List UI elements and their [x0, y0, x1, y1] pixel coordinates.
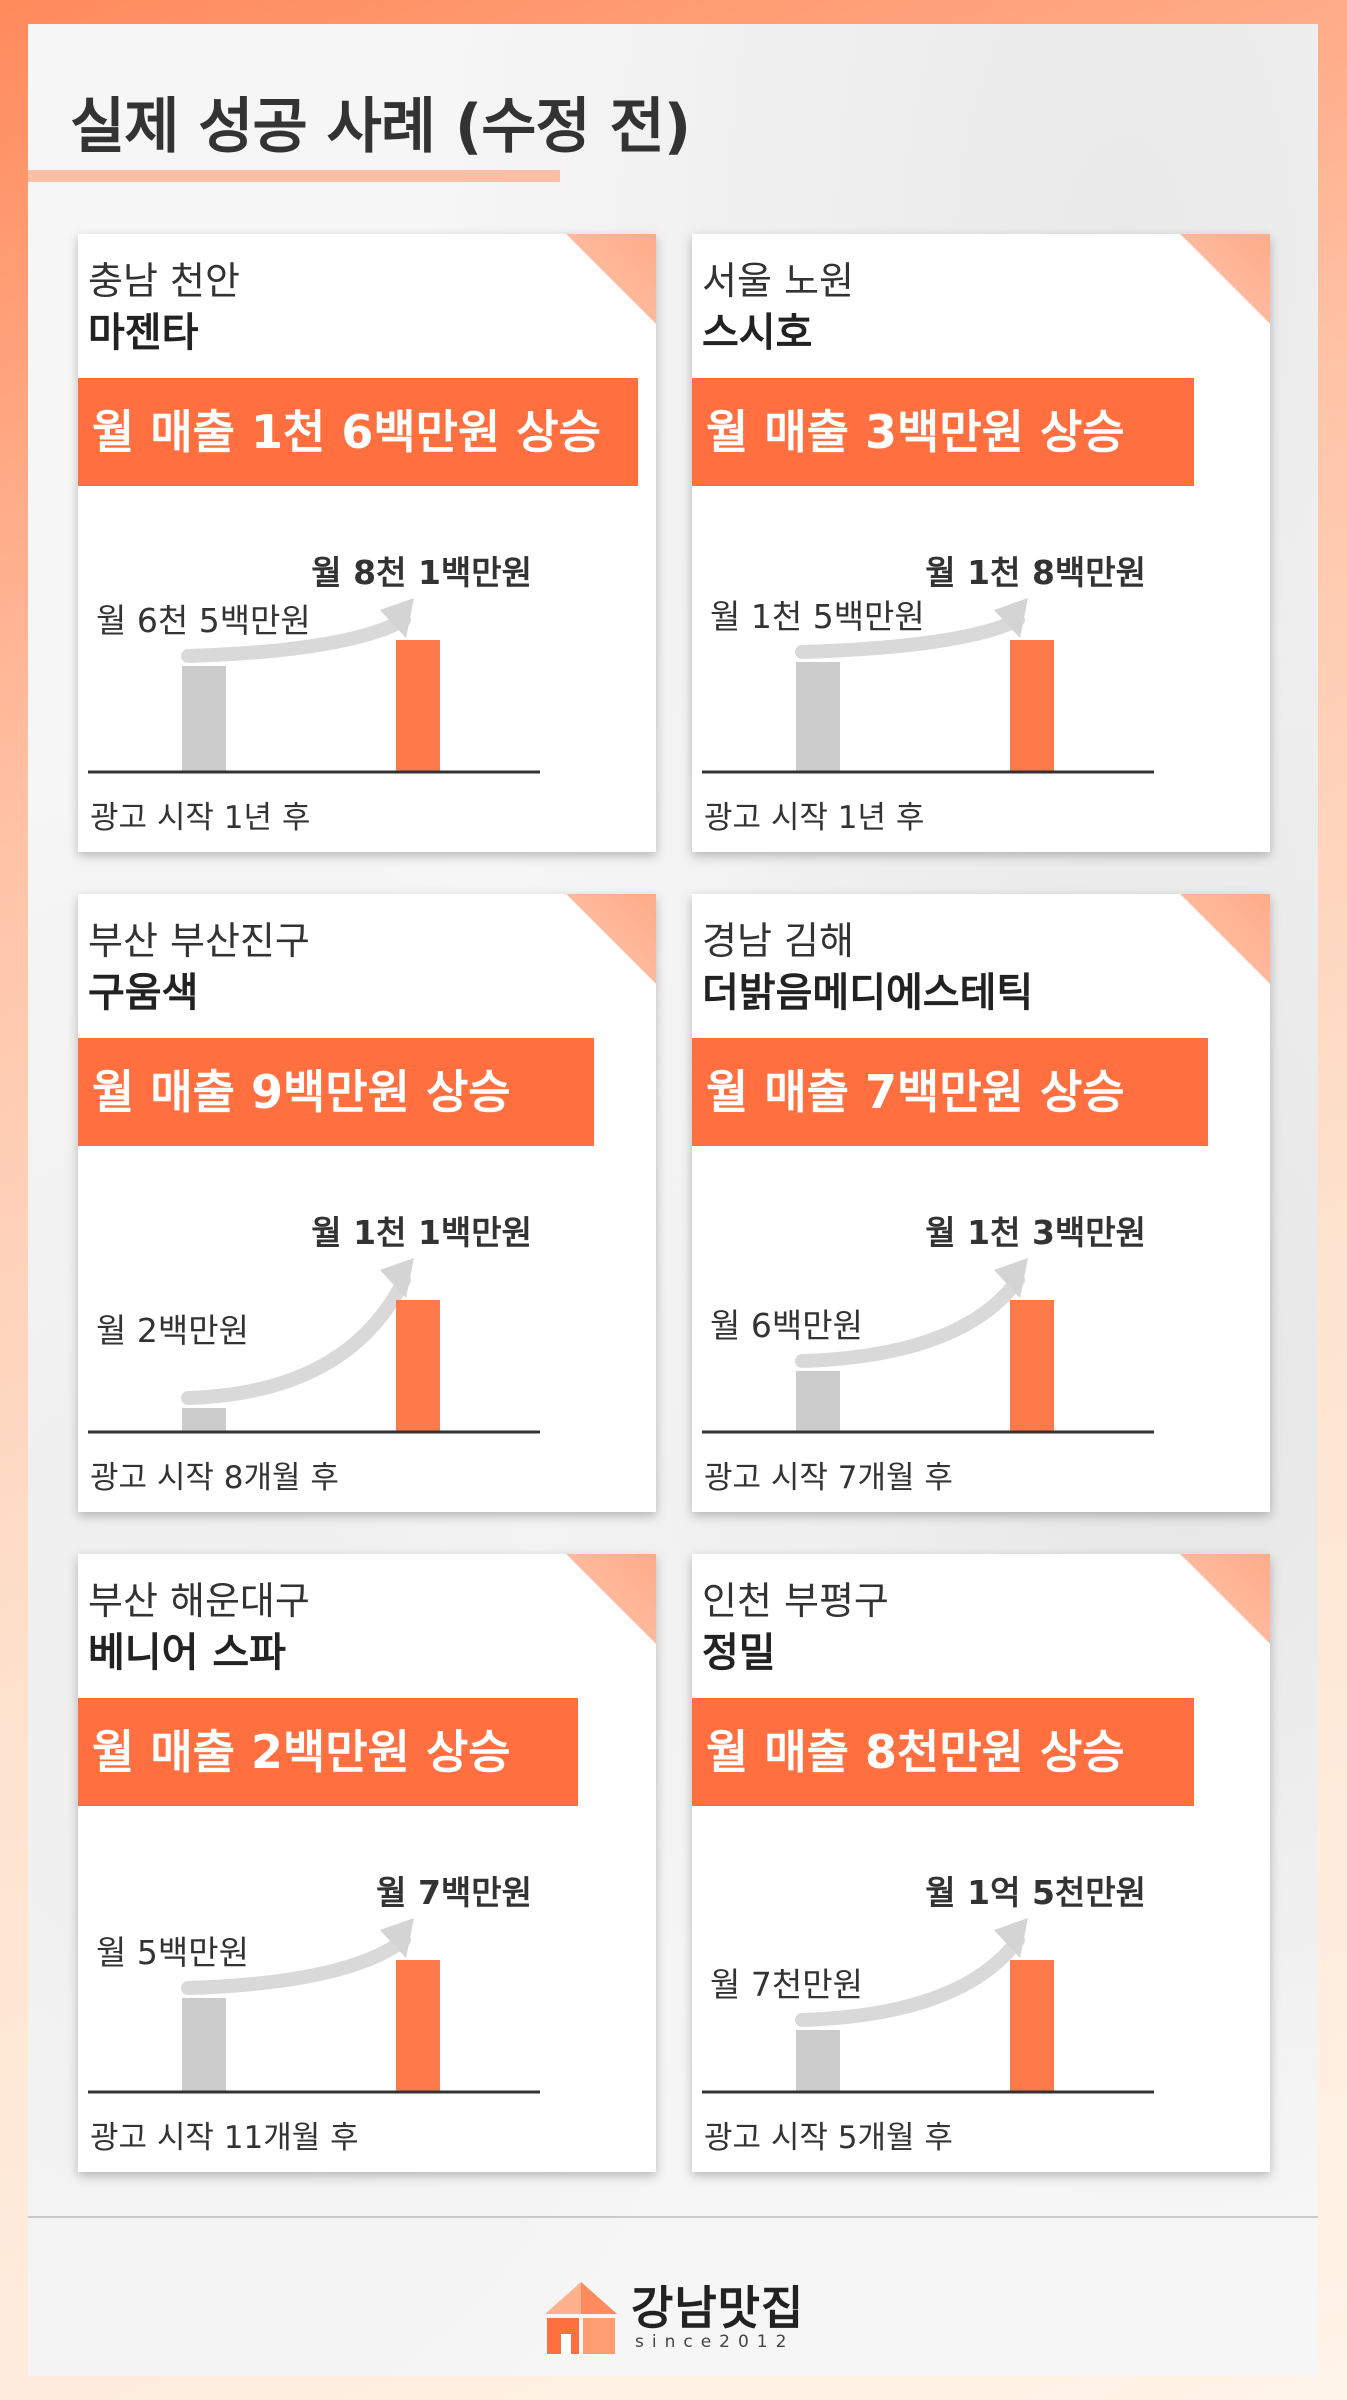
- before-revenue-label: 월 6백만원: [710, 1306, 863, 1345]
- after-bar: [1010, 1300, 1054, 1432]
- case-business-name: 구움색: [88, 970, 199, 1016]
- case-business-name: 정밀: [702, 1630, 776, 1676]
- ad-period-label: 광고 시작 7개월 후: [704, 1460, 953, 1496]
- brand-name: 강남맛집: [631, 2281, 805, 2335]
- corner-ribbon: [1180, 894, 1270, 984]
- before-bar: [182, 1998, 226, 2092]
- ad-period-label: 광고 시작 5개월 후: [704, 2120, 953, 2156]
- growth-arrow: [181, 613, 411, 663]
- case-location: 경남 김해: [702, 919, 854, 963]
- before-bar: [796, 1371, 840, 1432]
- ad-period-label: 광고 시작 1년 후: [90, 800, 311, 836]
- corner-ribbon: [566, 1554, 656, 1644]
- after-bar: [396, 1300, 440, 1432]
- ad-period-label: 광고 시작 11개월 후: [90, 2120, 359, 2156]
- growth-arrow: [181, 1933, 411, 1995]
- before-revenue-label: 월 2백만원: [96, 1311, 249, 1350]
- revenue-increase-banner: 월 매출 7백만원 상승: [692, 1038, 1208, 1146]
- case-location: 충남 천안: [88, 259, 240, 303]
- ad-period-label: 광고 시작 1년 후: [704, 800, 925, 836]
- after-bar: [396, 1960, 440, 2092]
- growth-arrow: [795, 1273, 1025, 1368]
- case-location: 서울 노원: [702, 259, 854, 303]
- growth-arrow-head: [380, 1258, 414, 1298]
- case-business-name: 더밝음메디에스테틱: [702, 970, 1034, 1016]
- before-revenue-label: 월 7천만원: [710, 1965, 863, 2004]
- before-revenue-label: 월 1천 5백만원: [710, 597, 925, 636]
- case-card: 충남 천안 마젠타 월 매출 1천 6백만원 상승 월 6천 5백만원 월 8천 1백만…: [78, 234, 656, 852]
- case-business-name: 마젠타: [88, 310, 199, 356]
- case-business-name: 스시호: [702, 310, 813, 356]
- corner-ribbon: [1180, 234, 1270, 324]
- revenue-increase-banner: 월 매출 2백만원 상승: [78, 1698, 578, 1806]
- before-bar: [796, 2030, 840, 2092]
- revenue-increase-banner: 월 매출 8천만원 상승: [692, 1698, 1194, 1806]
- chart-canvas: [702, 598, 1154, 774]
- after-bar: [1010, 1960, 1054, 2092]
- case-location: 부산 부산진구: [88, 919, 310, 963]
- growth-arrow-head: [994, 1918, 1028, 1958]
- after-revenue-label: 월 7백만원: [376, 1873, 532, 1912]
- after-revenue-label: 월 1천 1백만원: [311, 1213, 532, 1252]
- after-bar: [1010, 640, 1054, 772]
- case-location: 부산 해운대구: [88, 1579, 310, 1623]
- chart-canvas: [88, 1258, 540, 1434]
- before-revenue-label: 월 6천 5백만원: [96, 601, 311, 640]
- chart-canvas: [702, 1918, 1154, 2094]
- case-location: 인천 부평구: [702, 1579, 889, 1623]
- building-logo-icon: [545, 2282, 617, 2354]
- after-revenue-label: 월 8천 1백만원: [311, 553, 532, 592]
- growth-arrow-head: [380, 598, 414, 638]
- brand-since: since2012: [635, 2332, 795, 2352]
- after-revenue-label: 월 1천 3백만원: [925, 1213, 1146, 1252]
- chart-canvas: [88, 1918, 540, 2094]
- chart-canvas: [702, 1258, 1154, 1434]
- ad-period-label: 광고 시작 8개월 후: [90, 1460, 339, 1496]
- before-bar: [182, 666, 226, 772]
- after-revenue-label: 월 1억 5천만원: [925, 1873, 1146, 1912]
- title-underline: [28, 170, 560, 182]
- revenue-increase-banner: 월 매출 3백만원 상승: [692, 378, 1194, 486]
- brand-logo: 강남맛집 since2012: [541, 2272, 841, 2362]
- growth-arrow-head: [994, 1258, 1028, 1298]
- main-panel: 실제 성공 사례 (수정 전) 충남 천안 마젠타 월 매출 1천 6백만원 상승 월…: [28, 24, 1318, 2376]
- page-title: 실제 성공 사례 (수정 전): [70, 92, 691, 162]
- after-bar: [396, 640, 440, 772]
- growth-arrow-head: [380, 1918, 414, 1958]
- before-bar: [796, 662, 840, 772]
- revenue-increase-banner: 월 매출 1천 6백만원 상승: [78, 378, 638, 486]
- corner-ribbon: [566, 894, 656, 984]
- chart-canvas: [88, 598, 540, 774]
- growth-arrow: [795, 613, 1025, 659]
- corner-ribbon: [1180, 1554, 1270, 1644]
- footer-divider: [28, 2216, 1318, 2218]
- growth-arrow: [181, 1273, 411, 1405]
- growth-arrow-head: [994, 598, 1028, 638]
- corner-ribbon: [566, 234, 656, 324]
- growth-arrow: [795, 1933, 1025, 2027]
- before-revenue-label: 월 5백만원: [96, 1933, 249, 1972]
- after-revenue-label: 월 1천 8백만원: [925, 553, 1146, 592]
- before-bar: [182, 1408, 226, 1432]
- revenue-increase-banner: 월 매출 9백만원 상승: [78, 1038, 594, 1146]
- case-business-name: 베니어 스파: [88, 1630, 286, 1676]
